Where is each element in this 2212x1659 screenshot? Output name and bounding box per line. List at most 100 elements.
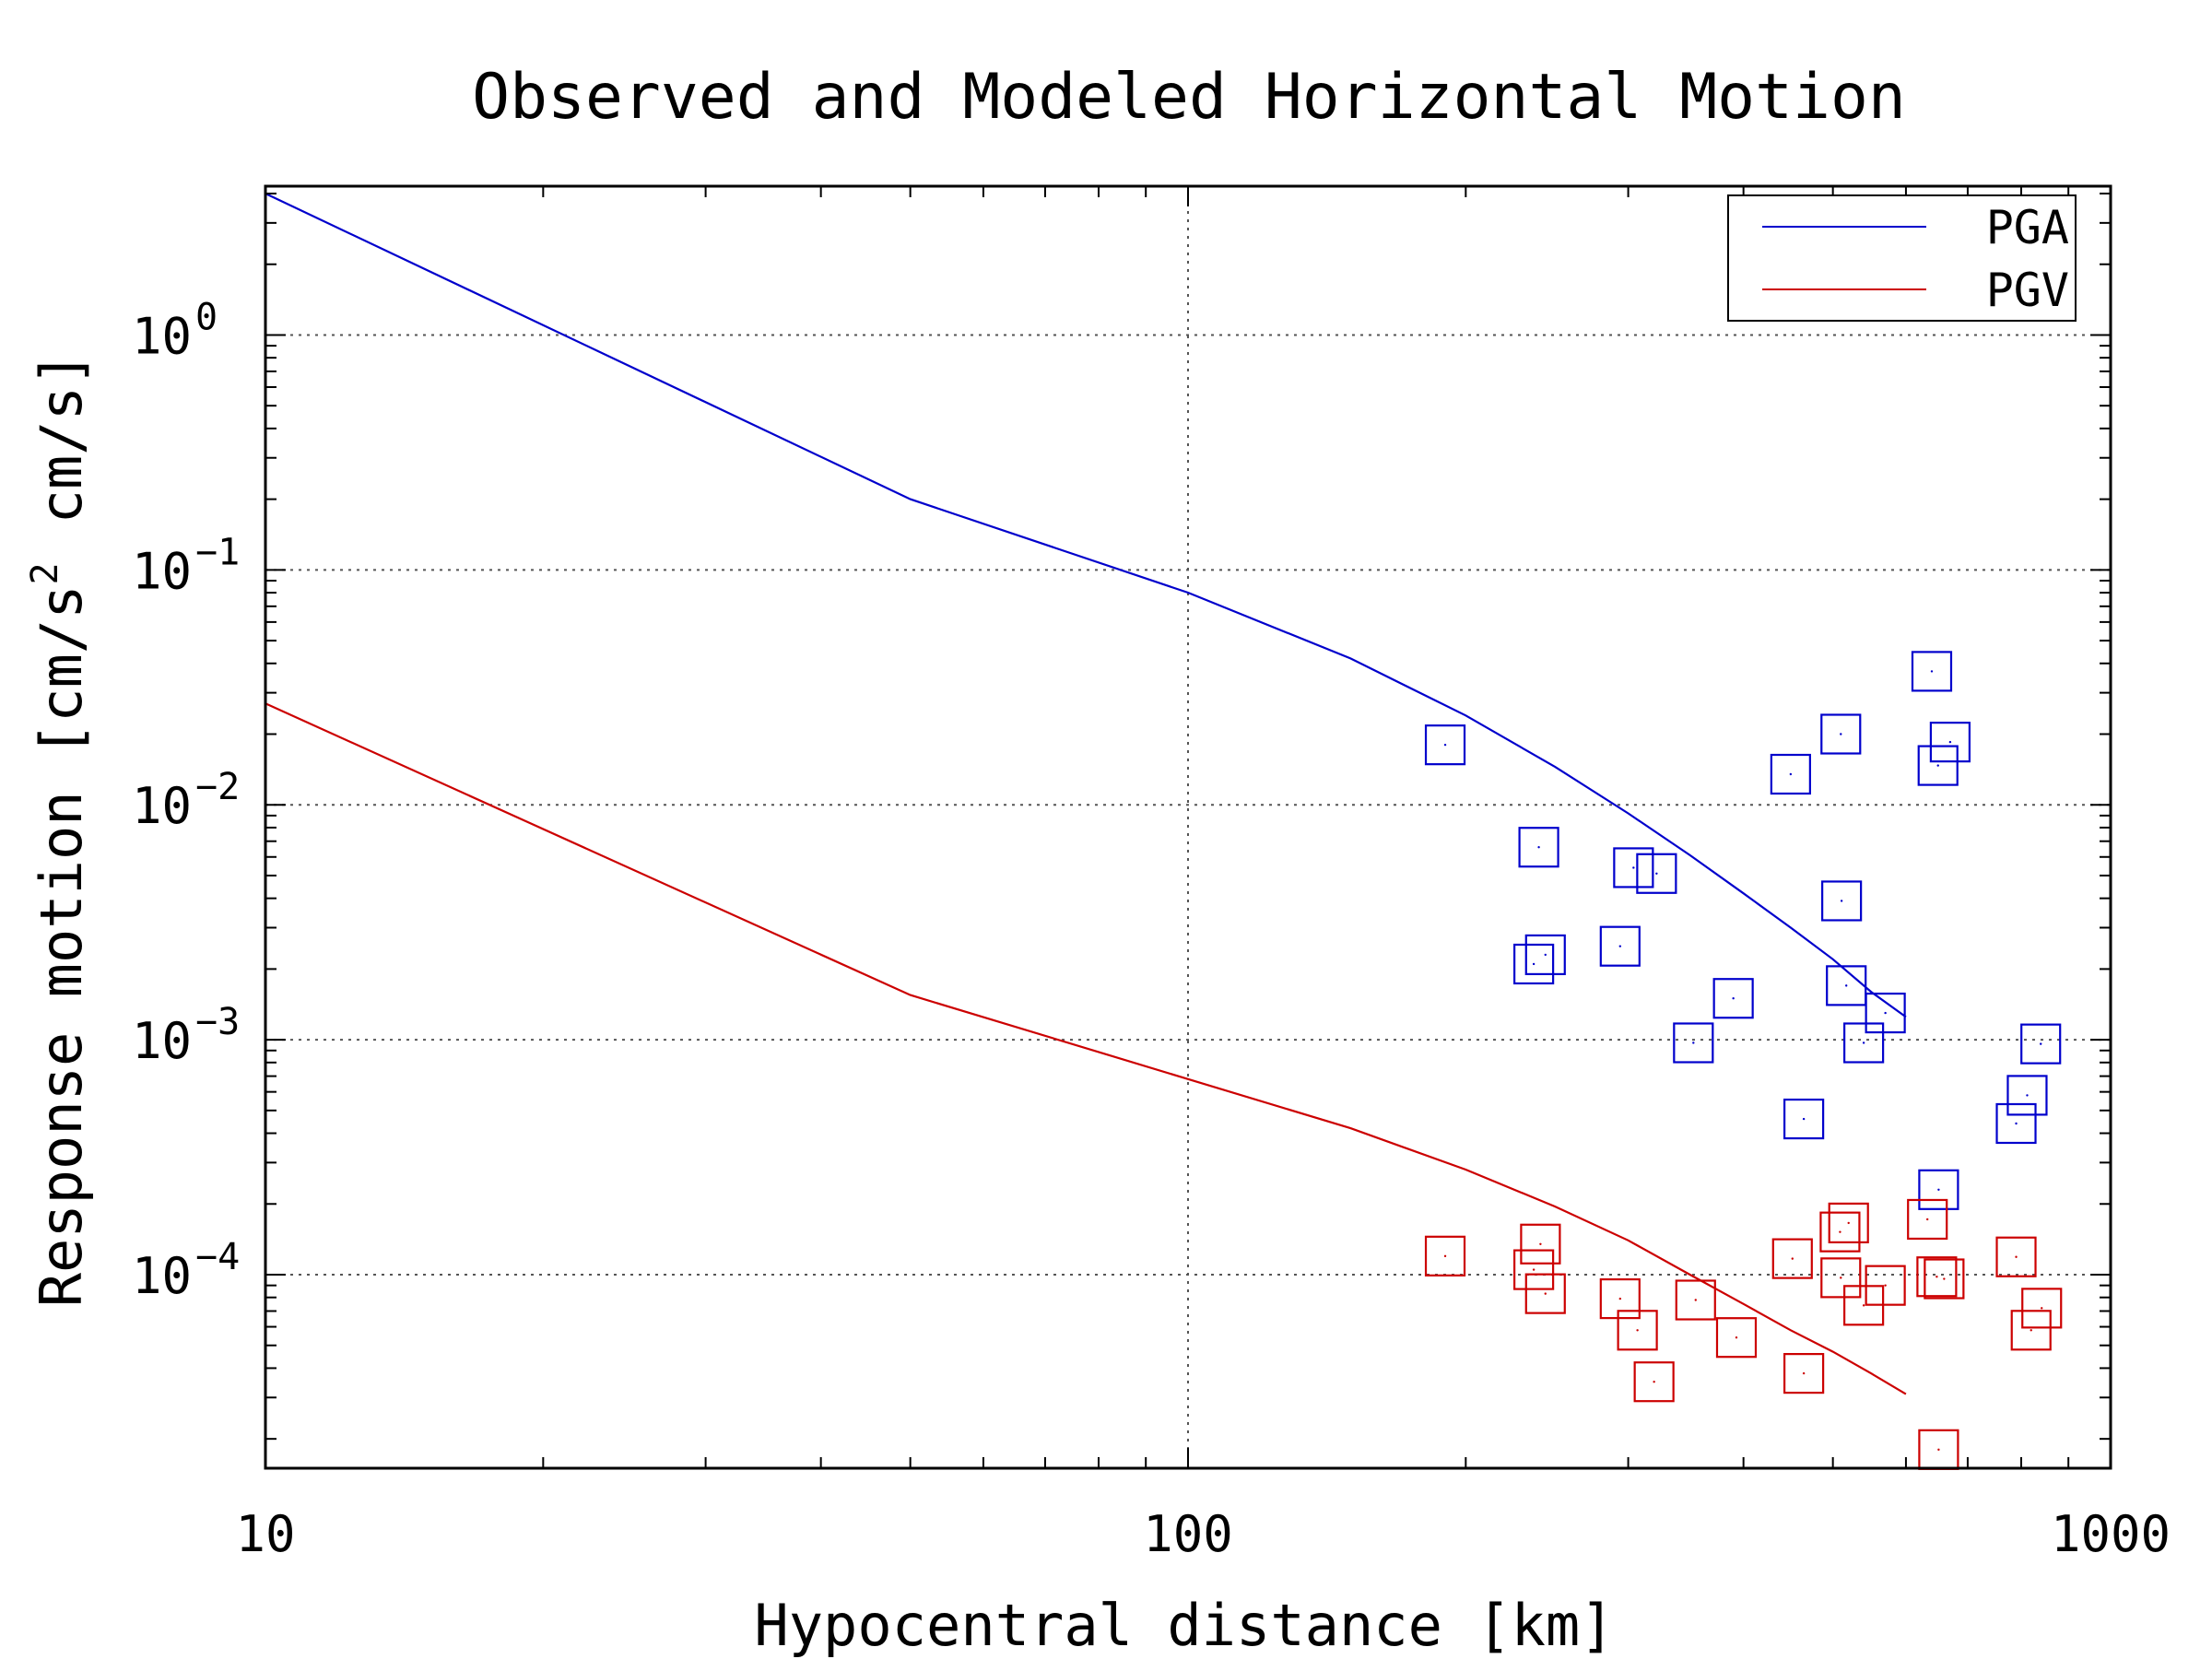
pgv-observed-dot-22 (2041, 1307, 2043, 1310)
pgv-observed-point-15 (1865, 1265, 1906, 1306)
y-tick-label-3: 10 (132, 1012, 192, 1070)
pga-observed-dot-0 (1443, 743, 1447, 747)
pgv-observed-point-18 (1924, 1258, 1965, 1300)
pga-observed-point-12 (1821, 880, 1863, 922)
pga-observed-dot-14 (1862, 1041, 1865, 1044)
pgv-observed-point-5 (1617, 1310, 1658, 1351)
pgv-model-line (265, 702, 1907, 1395)
pga-observed-point-2 (1513, 943, 1555, 985)
pga-observed-point-0 (1424, 724, 1466, 766)
legend-box (1727, 194, 2077, 322)
chart-title: Observed and Modeled Horizontal Motion (472, 61, 1906, 134)
pgv-observed-dot-16 (1926, 1218, 1929, 1221)
pga-observed-dot-5 (1632, 866, 1635, 869)
pga-observed-point-3 (1524, 934, 1566, 976)
pgv-observed-dot-13 (1840, 1277, 1842, 1279)
pga-observed-point-6 (1636, 853, 1677, 894)
pga-observed-point-1 (1518, 827, 1559, 868)
pgv-observed-point-12 (1828, 1202, 1869, 1243)
pgv-observed-point-13 (1820, 1257, 1862, 1299)
pga-observed-dot-2 (1532, 962, 1535, 966)
pga-observed-point-21 (2006, 1075, 2048, 1116)
pgv-observed-point-3 (1524, 1273, 1566, 1314)
legend-label-pgv: PGV (1986, 264, 2069, 317)
pga-observed-point-4 (1599, 925, 1641, 967)
pgv-observed-point-8 (1715, 1317, 1758, 1359)
pga-observed-dot-15 (1884, 1011, 1887, 1015)
series-layer (265, 193, 2063, 1470)
pgv-observed-dot-11 (1839, 1230, 1841, 1233)
pgv-observed-point-4 (1599, 1277, 1641, 1320)
pga-observed-point-13 (1826, 965, 1867, 1006)
pga-observed-point-8 (1712, 978, 1754, 1019)
pgv-observed-dot-15 (1884, 1284, 1887, 1287)
x-axis-label: Hypocentral distance [km] (754, 1592, 1614, 1659)
pga-observed-dot-1 (1537, 846, 1540, 849)
pgv-observed-point-6 (1633, 1361, 1675, 1403)
pgv-observed-dot-0 (1443, 1254, 1447, 1258)
y-tick-label-exp-2: −2 (195, 766, 240, 808)
pgv-observed-dot-12 (1847, 1221, 1850, 1225)
x-tick-label-0: 10 (235, 1505, 295, 1563)
pgv-observed-dot-6 (1653, 1381, 1655, 1383)
y-axis-label-sup: 2 (24, 562, 66, 584)
y-axis-label: Response motion [cm/s2 cm/s] (24, 352, 95, 1308)
y-tick-label-exp-3: −3 (195, 1001, 240, 1043)
pga-observed-point-7 (1673, 1022, 1714, 1064)
pgv-observed-dot-5 (1636, 1329, 1639, 1332)
pga-observed-dot-11 (1840, 733, 1842, 735)
pga-observed-point-5 (1613, 847, 1654, 888)
y-tick-label-0: 10 (132, 307, 192, 365)
pga-observed-dot-12 (1840, 900, 1843, 902)
pga-observed-point-20 (1995, 1102, 2037, 1145)
pgv-observed-point-17 (1916, 1256, 1958, 1298)
pgv-observed-dot-1 (1532, 1268, 1535, 1271)
pga-observed-dot-18 (1948, 740, 1952, 744)
pgv-observed-dot-20 (2015, 1255, 2018, 1258)
pgv-observed-point-22 (2021, 1288, 2063, 1329)
x-tick-label-1: 100 (1143, 1505, 1233, 1563)
pga-observed-dot-16 (1930, 670, 1934, 673)
ticks (265, 186, 2112, 1468)
x-tick-label-2: 1000 (2051, 1505, 2171, 1563)
pgv-observed-point-9 (1771, 1238, 1813, 1279)
pgv-observed-dot-14 (1862, 1304, 1865, 1307)
pgv-observed-point-11 (1819, 1211, 1861, 1253)
pga-observed-dot-9 (1789, 772, 1793, 776)
pga-observed-dot-20 (2015, 1122, 2018, 1125)
pgv-observed-dot-10 (1802, 1371, 1806, 1375)
pga-observed-dot-10 (1802, 1117, 1806, 1121)
grid (265, 186, 2111, 1468)
pga-observed-dot-4 (1618, 945, 1622, 947)
y-axis-label-tail: cm/s] (28, 352, 95, 524)
pga-observed-point-15 (1865, 992, 1906, 1034)
pga-observed-point-9 (1770, 753, 1811, 795)
pga-observed-dot-21 (2026, 1094, 2029, 1097)
y-tick-label-exp-0: 0 (195, 296, 218, 338)
pga-observed-dot-7 (1692, 1041, 1695, 1044)
pgv-observed-dot-7 (1694, 1299, 1697, 1301)
pga-observed-dot-17 (1936, 764, 1939, 767)
pga-observed-dot-19 (1937, 1188, 1940, 1191)
pgv-observed-point-1 (1513, 1249, 1555, 1290)
pga-observed-dot-13 (1845, 984, 1848, 987)
pga-observed-dot-3 (1544, 953, 1547, 957)
pgv-observed-point-2 (1520, 1223, 1561, 1265)
pga-observed-point-11 (1820, 713, 1862, 755)
pgv-observed-dot-21 (2030, 1329, 2032, 1332)
pgv-observed-dot-9 (1791, 1257, 1794, 1260)
y-tick-label-4: 10 (132, 1247, 192, 1305)
legend-label-pga: PGA (1986, 201, 2069, 254)
pga-observed-point-19 (1918, 1169, 1959, 1210)
pgv-observed-point-21 (2010, 1310, 2052, 1351)
pgv-observed-dot-8 (1735, 1336, 1738, 1339)
y-tick-label-exp-4: −4 (195, 1236, 240, 1278)
pga-observed-point-18 (1929, 722, 1971, 763)
pgv-observed-point-0 (1424, 1235, 1466, 1277)
pga-observed-point-14 (1843, 1022, 1885, 1064)
pgv-observed-point-16 (1907, 1198, 1948, 1241)
pgv-observed-dot-19 (1937, 1448, 1940, 1452)
pga-observed-point-22 (2020, 1023, 2062, 1065)
pgv-observed-dot-4 (1618, 1297, 1622, 1300)
